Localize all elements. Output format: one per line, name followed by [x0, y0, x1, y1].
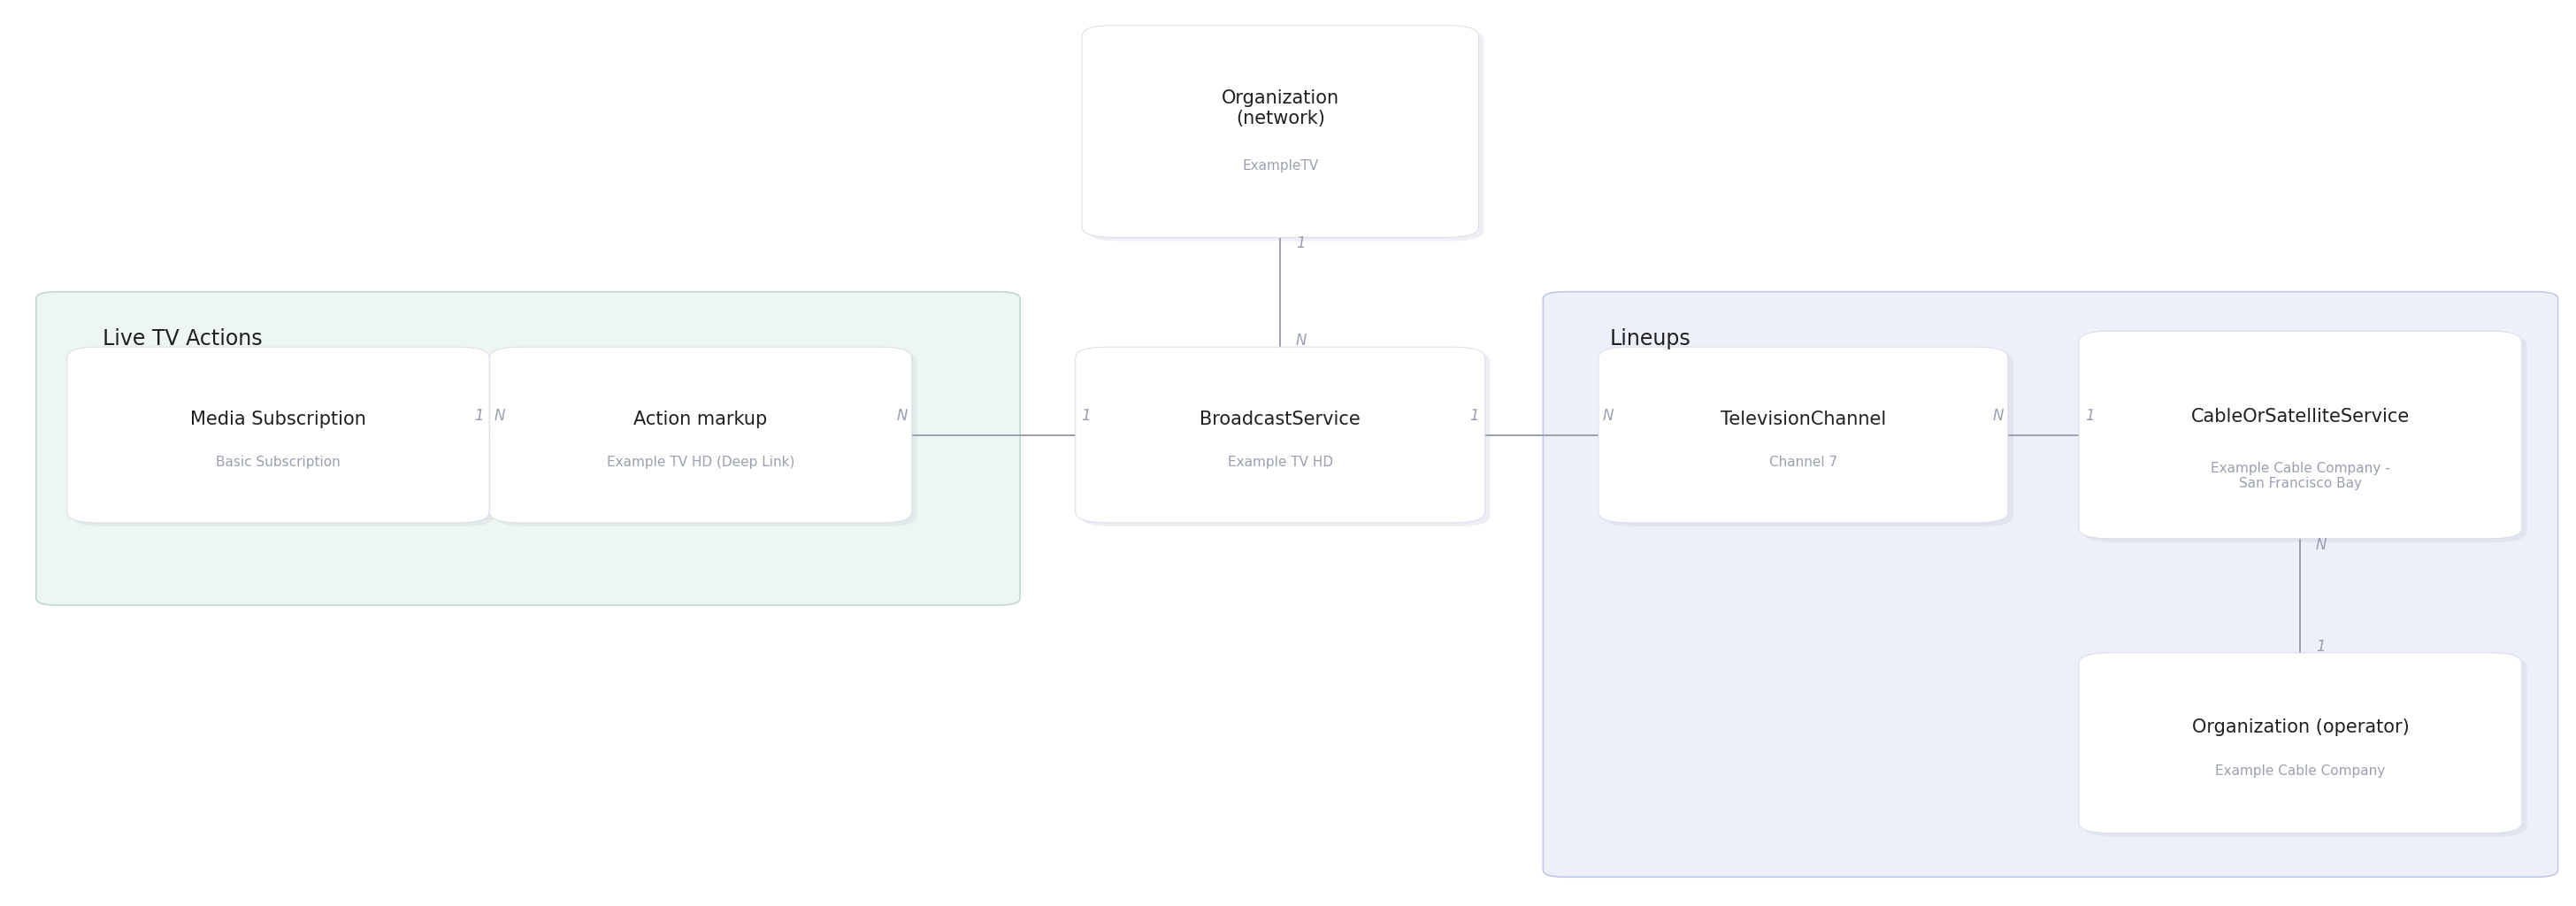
FancyBboxPatch shape [2079, 652, 2522, 834]
FancyBboxPatch shape [489, 347, 912, 523]
Text: Channel 7: Channel 7 [1770, 456, 1837, 469]
Text: N: N [1296, 333, 1306, 349]
Text: Example Cable Company -
San Francisco Bay: Example Cable Company - San Francisco Ba… [2210, 461, 2391, 490]
Text: Example TV HD: Example TV HD [1229, 456, 1332, 469]
Text: N: N [2316, 536, 2326, 553]
Text: Basic Subscription: Basic Subscription [216, 456, 340, 469]
Text: Media Subscription: Media Subscription [191, 410, 366, 429]
Text: 1: 1 [1082, 408, 1092, 424]
Text: Organization
(network): Organization (network) [1221, 90, 1340, 128]
FancyBboxPatch shape [1082, 351, 1492, 526]
FancyBboxPatch shape [1602, 351, 2014, 526]
Text: TelevisionChannel: TelevisionChannel [1721, 410, 1886, 429]
Text: N: N [1602, 408, 1613, 424]
Text: Live TV Actions: Live TV Actions [103, 328, 263, 349]
FancyBboxPatch shape [495, 351, 917, 526]
Text: CableOrSatelliteService: CableOrSatelliteService [2192, 408, 2409, 425]
FancyBboxPatch shape [2084, 656, 2527, 837]
FancyBboxPatch shape [1597, 347, 2009, 523]
Text: Action markup: Action markup [634, 410, 768, 429]
FancyBboxPatch shape [67, 347, 489, 523]
Text: 1: 1 [1468, 408, 1479, 424]
Text: Organization (operator): Organization (operator) [2192, 718, 2409, 736]
FancyBboxPatch shape [1543, 292, 2558, 877]
Text: N: N [495, 408, 505, 424]
Text: N: N [896, 408, 907, 424]
FancyBboxPatch shape [2079, 331, 2522, 538]
Text: N: N [1994, 408, 2004, 424]
Text: ExampleTV: ExampleTV [1242, 159, 1319, 172]
Text: 1: 1 [2316, 639, 2326, 654]
Text: BroadcastService: BroadcastService [1200, 410, 1360, 429]
FancyBboxPatch shape [2084, 334, 2527, 542]
Text: Example TV HD (Deep Link): Example TV HD (Deep Link) [608, 456, 793, 469]
Text: 1: 1 [474, 408, 484, 424]
Text: 1: 1 [1296, 236, 1306, 252]
Text: Example Cable Company: Example Cable Company [2215, 765, 2385, 778]
FancyBboxPatch shape [36, 292, 1020, 605]
Text: 1: 1 [2084, 408, 2094, 424]
FancyBboxPatch shape [1077, 347, 1484, 523]
FancyBboxPatch shape [1087, 29, 1484, 241]
Text: Lineups: Lineups [1610, 328, 1692, 349]
FancyBboxPatch shape [1082, 25, 1479, 237]
FancyBboxPatch shape [72, 351, 495, 526]
